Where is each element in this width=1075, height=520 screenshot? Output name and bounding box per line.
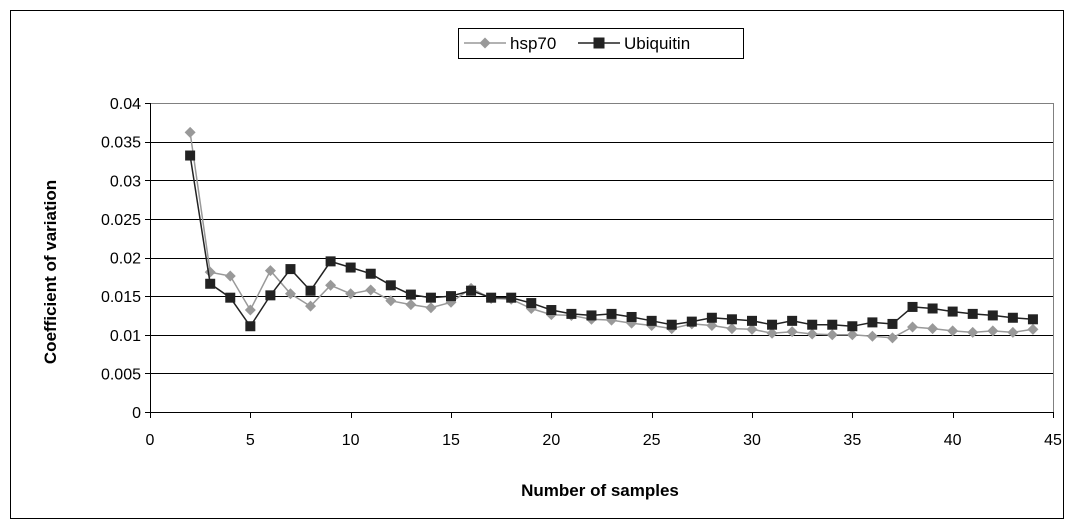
data-point-ubiquitin: [928, 303, 938, 313]
data-point-ubiquitin: [787, 316, 797, 326]
y-tick-label: 0.035: [101, 135, 141, 152]
x-tick-label: 10: [342, 432, 360, 449]
legend-ubiquitin-marker: [594, 38, 605, 49]
data-point-ubiquitin: [446, 291, 456, 301]
data-point-ubiquitin: [466, 286, 476, 296]
data-point-ubiquitin: [707, 313, 717, 323]
legend-ubiquitin-label: Ubiquitin: [624, 34, 690, 53]
data-point-ubiquitin: [687, 317, 697, 327]
x-tick-label: 0: [146, 432, 155, 449]
legend-hsp70-label: hsp70: [510, 34, 556, 53]
data-point-ubiquitin: [847, 321, 857, 331]
data-point-ubiquitin: [245, 321, 255, 331]
data-point-ubiquitin: [1028, 314, 1038, 324]
x-tick-label: 45: [1044, 432, 1062, 449]
data-point-ubiquitin: [386, 280, 396, 290]
data-point-ubiquitin: [727, 314, 737, 324]
data-point-ubiquitin: [486, 293, 496, 303]
chart-area-border: [11, 11, 1064, 519]
data-point-ubiquitin: [1008, 313, 1018, 323]
data-point-ubiquitin: [366, 269, 376, 279]
y-tick-label: 0.015: [101, 289, 141, 306]
data-point-ubiquitin: [265, 290, 275, 300]
y-tick-label: 0.025: [101, 212, 141, 229]
x-tick-label: 20: [542, 432, 560, 449]
data-point-ubiquitin: [306, 286, 316, 296]
legend: hsp70 Ubiquitin: [459, 29, 744, 59]
data-point-ubiquitin: [586, 310, 596, 320]
data-point-ubiquitin: [948, 307, 958, 317]
data-point-ubiquitin: [908, 302, 918, 312]
data-point-ubiquitin: [426, 293, 436, 303]
data-point-ubiquitin: [406, 290, 416, 300]
x-tick-label: 30: [743, 432, 761, 449]
data-point-ubiquitin: [285, 264, 295, 274]
y-tick-label: 0.005: [101, 366, 141, 383]
data-point-ubiquitin: [506, 293, 516, 303]
x-tick-label: 5: [246, 432, 255, 449]
data-point-ubiquitin: [566, 309, 576, 319]
x-tick-label: 25: [643, 432, 661, 449]
data-point-ubiquitin: [627, 312, 637, 322]
x-axis-title: Number of samples: [521, 481, 679, 500]
x-tick-label: 35: [843, 432, 861, 449]
y-tick-label: 0.04: [110, 96, 141, 113]
y-tick-label: 0.02: [110, 251, 141, 268]
data-point-ubiquitin: [546, 305, 556, 315]
data-point-ubiquitin: [346, 263, 356, 273]
data-point-ubiquitin: [827, 320, 837, 330]
data-point-ubiquitin: [747, 316, 757, 326]
data-point-ubiquitin: [326, 256, 336, 266]
data-point-ubiquitin: [526, 298, 536, 308]
y-tick-label: 0.01: [110, 328, 141, 345]
y-tick-label: 0: [132, 405, 141, 422]
data-point-ubiquitin: [767, 320, 777, 330]
data-point-ubiquitin: [807, 320, 817, 330]
data-point-ubiquitin: [647, 316, 657, 326]
data-point-ubiquitin: [988, 310, 998, 320]
data-point-ubiquitin: [887, 319, 897, 329]
data-point-ubiquitin: [667, 320, 677, 330]
data-point-ubiquitin: [205, 279, 215, 289]
data-point-ubiquitin: [185, 151, 195, 161]
y-axis-title: Coefficient of variation: [41, 180, 60, 364]
data-point-ubiquitin: [968, 309, 978, 319]
x-tick-label: 15: [442, 432, 460, 449]
data-point-ubiquitin: [867, 317, 877, 327]
data-point-ubiquitin: [225, 293, 235, 303]
y-tick-label: 0.03: [110, 173, 141, 190]
data-point-ubiquitin: [607, 309, 617, 319]
x-tick-label: 40: [944, 432, 962, 449]
